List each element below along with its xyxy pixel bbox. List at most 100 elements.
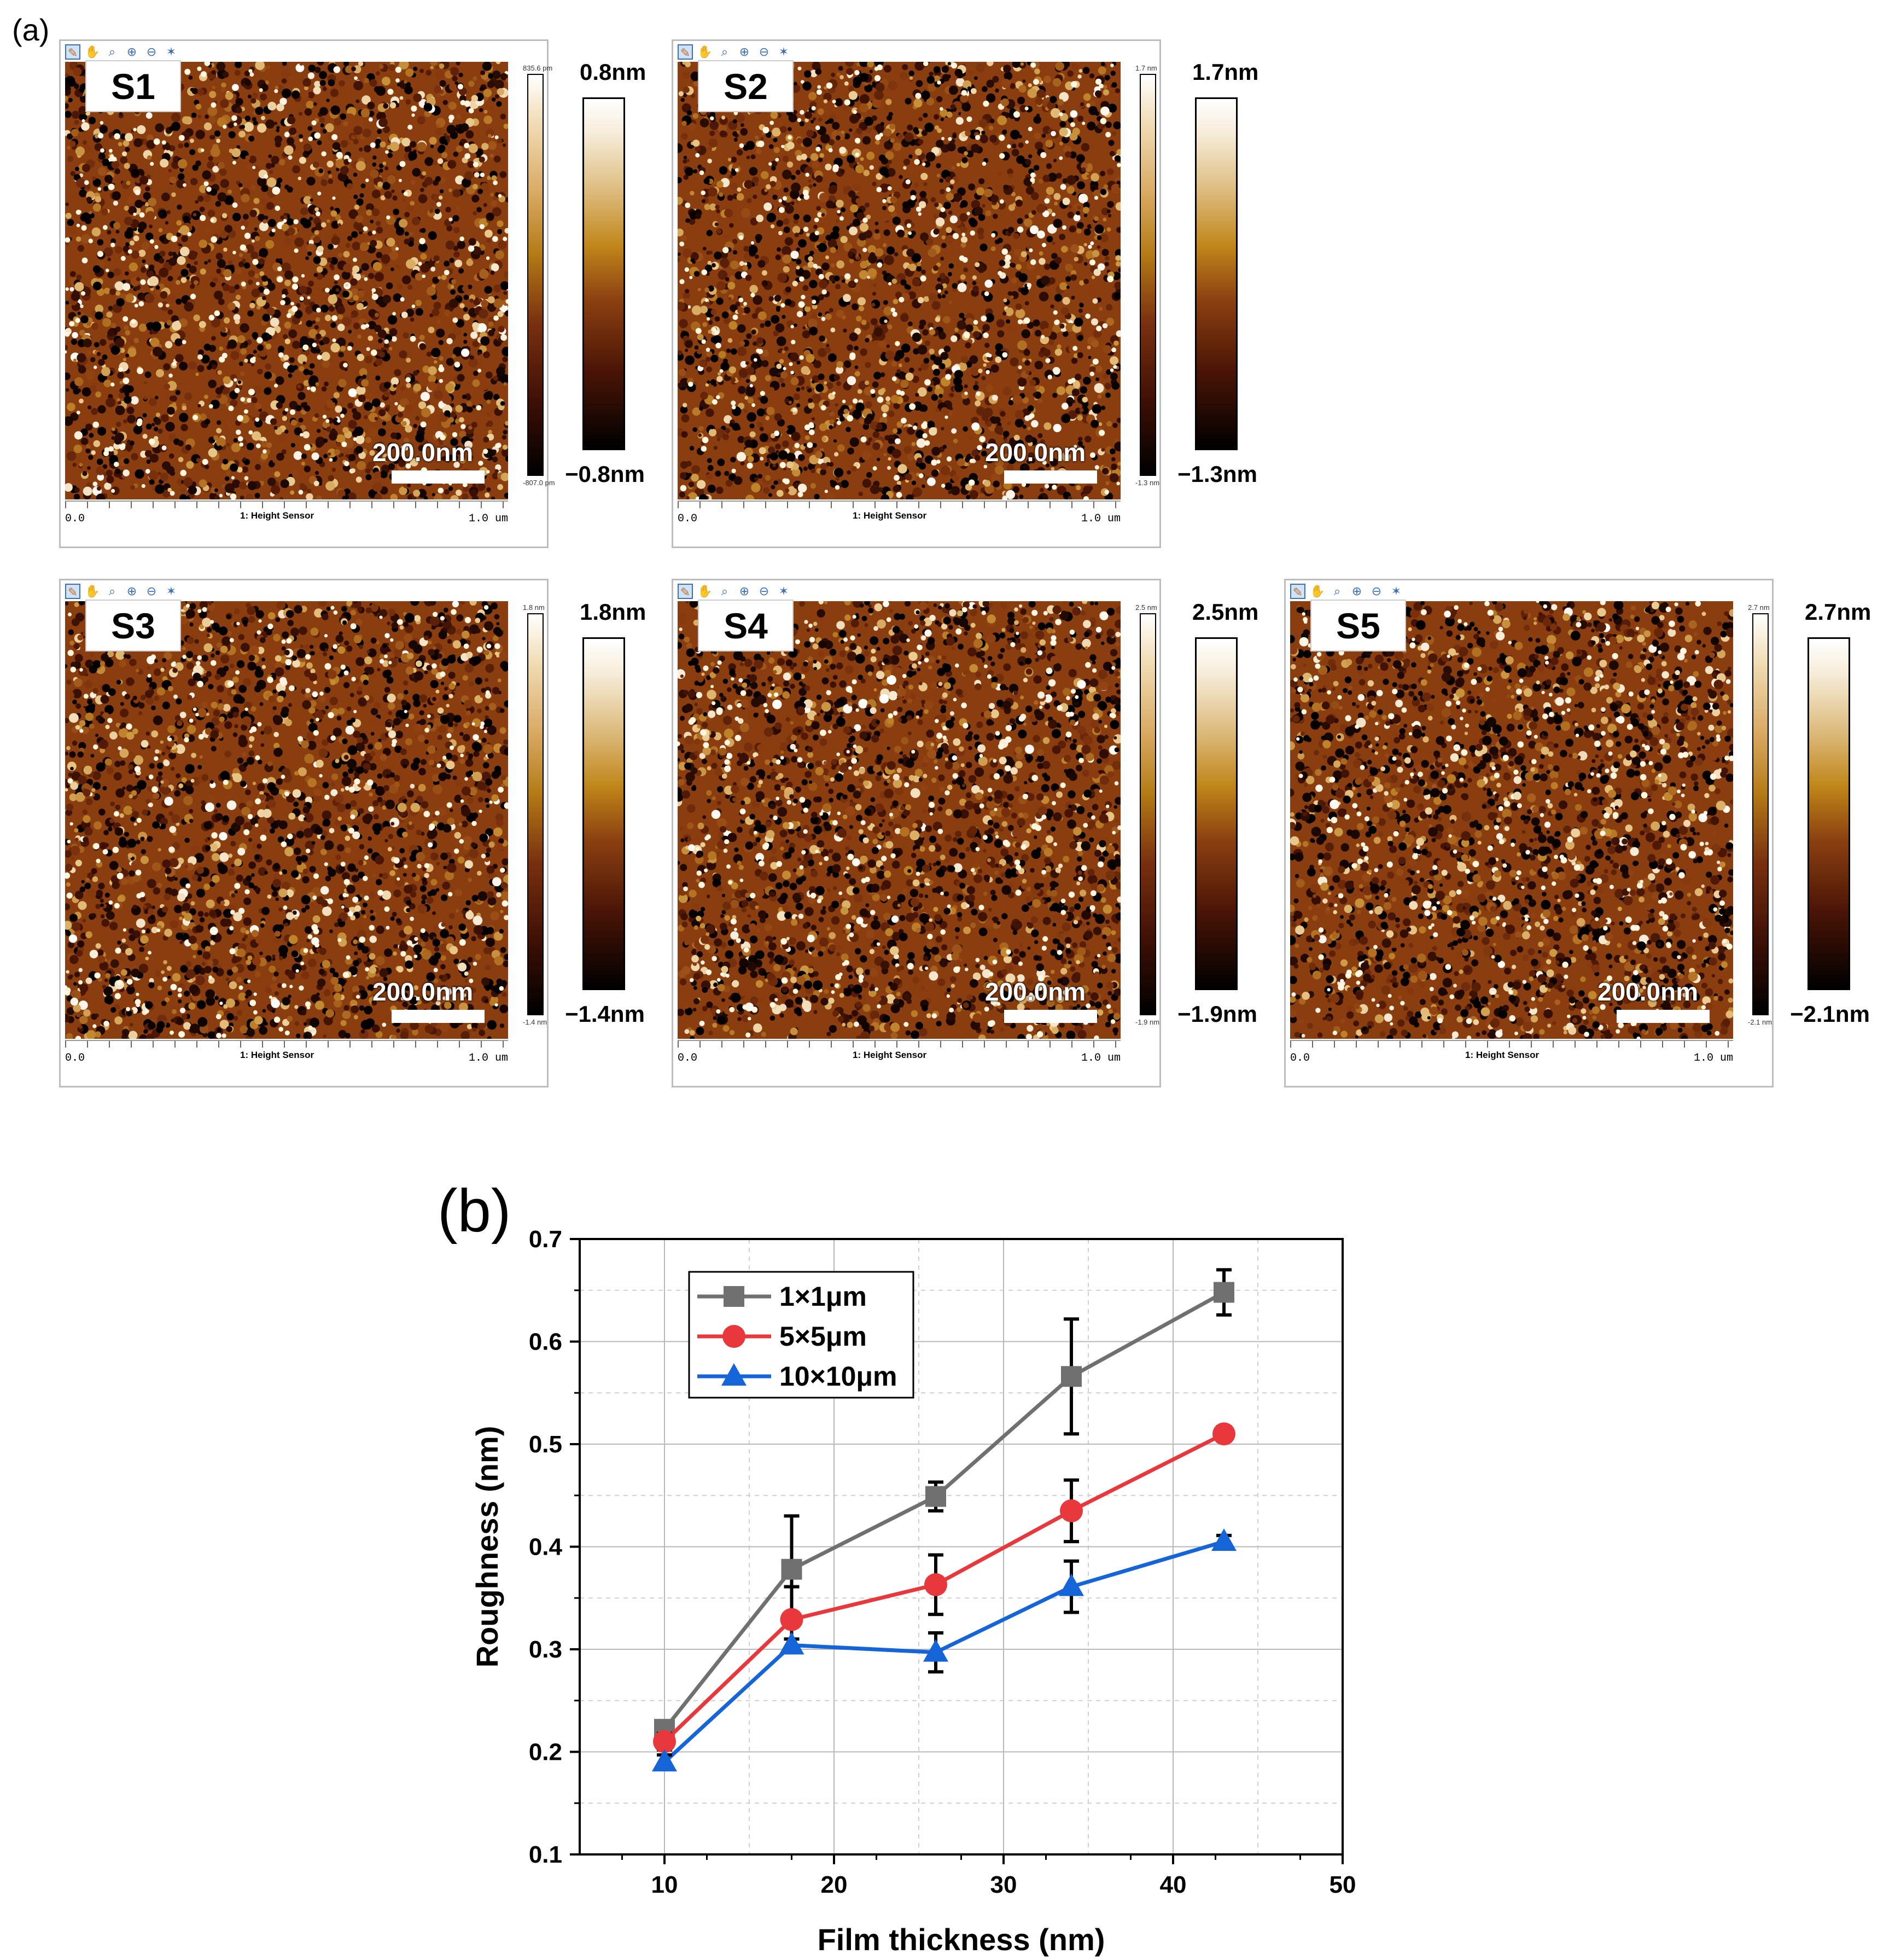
colorbar-s3 bbox=[582, 637, 625, 990]
colorbar-min-label: −1.4nm bbox=[565, 1001, 645, 1027]
data-point-series-1 bbox=[780, 1608, 803, 1631]
data-point-series-0 bbox=[1061, 1366, 1082, 1387]
scale-bar bbox=[1004, 1010, 1097, 1023]
small-colorbar-min: -807.0 pm bbox=[523, 479, 555, 487]
zoom-out-icon[interactable]: ⊖ bbox=[1371, 584, 1382, 598]
afm-x-end: 1.0 um bbox=[1081, 513, 1121, 525]
y-tick-label: 0.5 bbox=[529, 1431, 562, 1458]
zoom-out-icon[interactable]: ⊖ bbox=[759, 45, 769, 59]
small-colorbar-max: 835.6 pm bbox=[523, 64, 553, 72]
afm-window-s3: ✎ ✋ ⌕ ⊕ ⊖ ✶ S3 200.0nm 1.8 nm -1.4 nm 0.0 1.0 um 1: … bbox=[59, 579, 549, 1087]
afm-grains bbox=[1290, 601, 1733, 1039]
afm-toolbar: ✎ ✋ ⌕ ⊕ ⊖ ✶ bbox=[678, 44, 791, 61]
tilt-icon[interactable]: ✶ bbox=[1391, 584, 1402, 598]
y-tick-label: 0.2 bbox=[529, 1739, 562, 1766]
afm-x-ticks bbox=[65, 1041, 508, 1048]
panel-b-label: (b) bbox=[438, 1177, 511, 1244]
small-colorbar bbox=[1140, 613, 1156, 1015]
scale-bar bbox=[1004, 470, 1097, 484]
zoom-in-icon[interactable]: ⊕ bbox=[739, 45, 750, 59]
zoom-in-icon[interactable]: ⊕ bbox=[1351, 584, 1362, 598]
series-line-0 bbox=[663, 1290, 1225, 1731]
zoom-in-icon[interactable]: ⊕ bbox=[126, 584, 137, 598]
legend-marker bbox=[722, 1325, 745, 1348]
data-point-series-2 bbox=[923, 1639, 948, 1662]
afm-channel: 1: Height Sensor bbox=[853, 510, 927, 521]
afm-x-axis: 0.0 1.0 um 1: Height Sensor bbox=[65, 501, 508, 545]
colorbar-min-label: −1.9nm bbox=[1177, 1001, 1257, 1027]
colorbar-min-label: −0.8nm bbox=[565, 461, 645, 487]
data-point-series-0 bbox=[781, 1558, 802, 1580]
zoom-out-icon[interactable]: ⊖ bbox=[146, 584, 157, 598]
series-line-1 bbox=[663, 1432, 1225, 1743]
colorbar-max-label: 1.8nm bbox=[580, 599, 646, 625]
plot-frame bbox=[579, 1238, 1344, 1856]
afm-window-s4: ✎ ✋ ⌕ ⊕ ⊖ ✶ S4 200.0nm 2.5 nm -1.9 nm 0.0 1.0 um 1: … bbox=[672, 579, 1161, 1087]
colorbar-max-label: 1.7nm bbox=[1192, 59, 1259, 85]
zoom-icon[interactable]: ⌕ bbox=[721, 45, 728, 59]
data-point-series-0 bbox=[654, 1719, 675, 1740]
hand-icon[interactable]: ✋ bbox=[697, 584, 713, 598]
sample-label: S5 bbox=[1310, 600, 1406, 652]
small-colorbar-max: 1.7 nm bbox=[1135, 64, 1157, 72]
data-point-series-1 bbox=[1060, 1499, 1083, 1522]
afm-grains bbox=[65, 62, 508, 499]
scale-bar-label: 200.0nm bbox=[1597, 978, 1699, 1006]
zoom-icon[interactable]: ⌕ bbox=[108, 45, 116, 59]
afm-x-start: 0.0 bbox=[678, 1052, 698, 1065]
hand-icon[interactable]: ✋ bbox=[697, 45, 713, 59]
data-point-series-2 bbox=[1059, 1573, 1084, 1596]
afm-x-ticks bbox=[678, 502, 1121, 508]
afm-window-s1: ✎ ✋ ⌕ ⊕ ⊖ ✶ S1 200.0nm 835.6 pm -807.0 pm 0.0 1.0 u… bbox=[59, 39, 555, 548]
small-colorbar-min: -1.4 nm bbox=[523, 1018, 547, 1026]
legend-label: 1×1μm bbox=[779, 1281, 867, 1312]
zoom-icon[interactable]: ⌕ bbox=[108, 584, 116, 598]
y-tick-label: 0.4 bbox=[529, 1534, 563, 1561]
afm-grains bbox=[678, 62, 1121, 499]
afm-channel: 1: Height Sensor bbox=[240, 1050, 314, 1060]
zoom-icon[interactable]: ⌕ bbox=[1333, 584, 1341, 598]
scale-bar-label: 200.0nm bbox=[372, 978, 474, 1006]
sample-label: S4 bbox=[698, 600, 794, 652]
afm-height-image bbox=[65, 62, 508, 499]
hand-icon[interactable]: ✋ bbox=[1310, 584, 1325, 598]
zoom-in-icon[interactable]: ⊕ bbox=[126, 45, 137, 59]
afm-height-image bbox=[678, 601, 1121, 1039]
modify-icon[interactable]: ✎ bbox=[678, 584, 693, 599]
colorbar-max-label: 0.8nm bbox=[580, 59, 646, 85]
modify-icon[interactable]: ✎ bbox=[678, 44, 693, 60]
afm-x-ticks bbox=[678, 1041, 1121, 1048]
tilt-icon[interactable]: ✶ bbox=[166, 45, 177, 59]
small-colorbar bbox=[1752, 613, 1769, 1015]
y-tick-label: 0.7 bbox=[529, 1226, 562, 1253]
tilt-icon[interactable]: ✶ bbox=[166, 584, 177, 598]
y-tick-label: 0.3 bbox=[529, 1636, 562, 1663]
afm-x-ticks bbox=[65, 502, 508, 508]
afm-toolbar: ✎ ✋ ⌕ ⊕ ⊖ ✶ bbox=[678, 584, 791, 600]
tilt-icon[interactable]: ✶ bbox=[778, 584, 789, 598]
series-line-2 bbox=[663, 1539, 1225, 1764]
modify-icon[interactable]: ✎ bbox=[65, 44, 80, 60]
zoom-out-icon[interactable]: ⊖ bbox=[146, 45, 157, 59]
zoom-in-icon[interactable]: ⊕ bbox=[739, 584, 750, 598]
data-point-series-2 bbox=[1211, 1528, 1237, 1551]
afm-x-start: 0.0 bbox=[65, 1052, 85, 1065]
x-tick-label: 40 bbox=[1160, 1871, 1187, 1898]
tilt-icon[interactable]: ✶ bbox=[778, 45, 789, 59]
y-axis-label: Roughness (nm) bbox=[470, 1426, 504, 1668]
data-point-series-1 bbox=[1212, 1422, 1235, 1446]
x-axis-label: Film thickness (nm) bbox=[818, 1922, 1105, 1957]
modify-icon[interactable]: ✎ bbox=[1290, 584, 1305, 599]
colorbar-s4 bbox=[1195, 637, 1238, 990]
data-point-series-0 bbox=[1214, 1282, 1234, 1303]
modify-icon[interactable]: ✎ bbox=[65, 584, 80, 599]
afm-toolbar: ✎ ✋ ⌕ ⊕ ⊖ ✶ bbox=[65, 44, 179, 61]
x-tick-label: 30 bbox=[990, 1871, 1017, 1898]
zoom-icon[interactable]: ⌕ bbox=[721, 584, 728, 598]
data-point-series-2 bbox=[652, 1749, 677, 1772]
zoom-out-icon[interactable]: ⊖ bbox=[759, 584, 769, 598]
legend-box bbox=[688, 1271, 914, 1399]
scale-bar-label: 200.0nm bbox=[985, 978, 1086, 1006]
hand-icon[interactable]: ✋ bbox=[85, 45, 100, 59]
hand-icon[interactable]: ✋ bbox=[85, 584, 100, 598]
